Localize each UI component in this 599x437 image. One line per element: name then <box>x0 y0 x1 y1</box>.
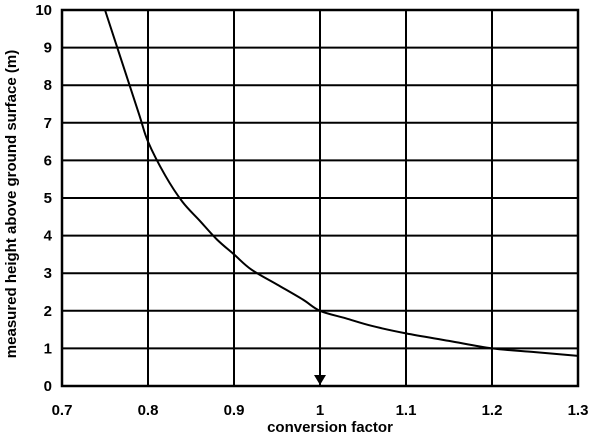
x-tick-label: 0.8 <box>138 402 159 419</box>
x-tick-label: 1.3 <box>568 402 589 419</box>
y-tick-label: 6 <box>44 152 52 169</box>
x-tick-label: 0.7 <box>52 402 73 419</box>
x-axis-label: conversion factor <box>267 419 393 436</box>
series-line <box>104 9 579 357</box>
y-tick-label: 3 <box>44 265 52 282</box>
y-tick-label: 5 <box>44 190 52 207</box>
x-tick-label: 0.9 <box>224 402 245 419</box>
x-tick-label: 1.2 <box>482 402 503 419</box>
arrow-head <box>314 375 326 385</box>
y-tick-label: 2 <box>44 303 52 320</box>
y-tick-label: 0 <box>44 378 52 395</box>
y-tick-label: 8 <box>44 77 52 94</box>
y-tick-label: 10 <box>35 2 52 19</box>
plot-frame <box>60 8 580 388</box>
y-tick-label: 4 <box>44 228 53 245</box>
x-tick-labels: 0.7 0.8 0.9 1 1.1 1.2 1.3 <box>52 402 589 419</box>
y-tick-label: 7 <box>44 115 52 132</box>
y-tick-labels: 0 1 2 3 4 5 6 7 8 9 10 <box>35 2 52 395</box>
x-tick-label: 1.1 <box>396 402 417 419</box>
x-tick-label: 1 <box>316 402 324 419</box>
y-tick-label: 1 <box>44 340 52 357</box>
y-axis-label: measured height above ground surface (m) <box>3 50 20 358</box>
arrow-annotation <box>314 310 326 385</box>
y-tick-label: 9 <box>44 40 52 57</box>
